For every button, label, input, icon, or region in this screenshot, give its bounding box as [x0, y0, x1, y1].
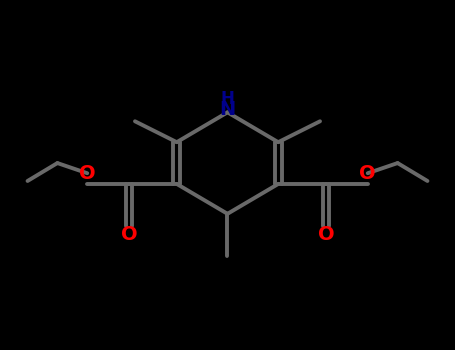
Text: O: O	[359, 164, 376, 183]
Text: O: O	[121, 225, 137, 244]
Text: H: H	[221, 90, 234, 108]
Text: O: O	[79, 164, 96, 183]
Text: O: O	[318, 225, 334, 244]
Text: N: N	[219, 100, 236, 119]
